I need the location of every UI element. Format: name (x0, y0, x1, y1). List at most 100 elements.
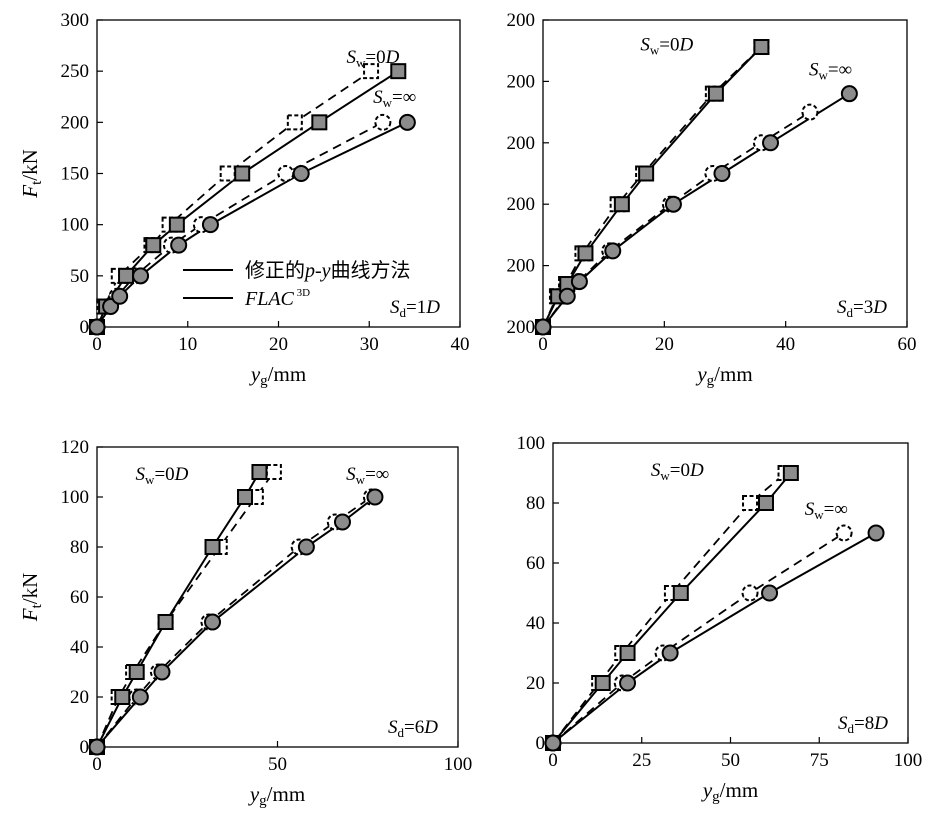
data-point-circle (714, 166, 729, 181)
series-line (97, 472, 260, 747)
data-point-circle (762, 586, 777, 601)
series-annotation: Sw=0D (136, 464, 189, 487)
data-point-square (288, 115, 302, 129)
data-point-square (115, 690, 129, 704)
data-point-square (621, 646, 635, 660)
data-point-circle (154, 665, 169, 680)
data-point-circle (400, 115, 415, 130)
y-tick-label: 80 (70, 537, 89, 558)
y-axis-title: Ft/kN (18, 573, 45, 623)
data-point-square (159, 615, 173, 629)
series-annotation: Sw=0D (651, 460, 704, 483)
y-tick-label: 200 (507, 133, 536, 154)
plot-frame (553, 443, 908, 743)
y-tick-label: 60 (526, 553, 545, 574)
legend: 修正的p-y曲线方法 FLAC 3D (183, 259, 411, 310)
x-tick-label: 100 (894, 750, 923, 771)
x-tick-label: 50 (721, 750, 740, 771)
y-tick-label: 50 (70, 266, 89, 287)
x-tick-label: 0 (538, 334, 548, 355)
data-point-circle (335, 515, 350, 530)
data-point-square (615, 197, 629, 211)
series-annotation: Sw=∞ (373, 87, 416, 110)
y-tick-label: 100 (61, 215, 90, 236)
data-point-circle (205, 615, 220, 630)
y-tick-label: 40 (526, 613, 545, 634)
data-point-square (119, 269, 133, 283)
data-point-circle (278, 166, 293, 181)
data-point-circle (837, 526, 852, 541)
y-tick-label: 200 (61, 112, 90, 133)
series-line (553, 533, 844, 743)
y-tick-label: 100 (61, 487, 90, 508)
condition-label: Sd=1D (390, 297, 440, 320)
data-point-square (238, 490, 252, 504)
y-tick-label: 200 (507, 194, 536, 215)
data-point-square (759, 496, 773, 510)
data-point-square (221, 167, 235, 181)
data-point-circle (743, 586, 758, 601)
data-point-square (743, 496, 757, 510)
data-point-circle (546, 736, 561, 751)
chart-panel-d: 0 25 50 75 100020406080100yg/mmSw=0DSw=∞Sd=8… (517, 433, 923, 805)
series-annotation: Sw=0D (640, 35, 693, 58)
x-axis-title: yg/mm (701, 778, 758, 805)
data-point-square (578, 246, 592, 260)
data-point-circle (560, 289, 575, 304)
condition-label: Sd=8D (838, 713, 888, 736)
data-point-circle (802, 105, 817, 120)
x-tick-label: 100 (444, 754, 473, 775)
x-tick-label: 0 (548, 750, 558, 771)
plot-frame (97, 447, 458, 747)
y-tick-label: 200 (507, 317, 536, 338)
data-point-square (784, 466, 798, 480)
y-tick-label: 40 (70, 637, 89, 658)
data-point-square (312, 115, 326, 129)
legend-label: FLAC 3D (244, 287, 310, 310)
y-tick-label: 250 (61, 61, 90, 82)
data-point-circle (367, 490, 382, 505)
y-tick-label: 100 (517, 433, 546, 454)
y-tick-label: 300 (61, 10, 90, 31)
y-tick-label: 120 (61, 437, 90, 458)
series-line (97, 122, 383, 327)
figure: 0 10 20 30 40050100150200250300yg/mmFt/kNSw=… (0, 0, 931, 830)
y-tick-label: 60 (70, 587, 89, 608)
x-tick-label: 20 (269, 334, 288, 355)
y-tick-label: 0 (80, 317, 90, 338)
y-tick-label: 200 (507, 71, 536, 92)
series-line (553, 473, 786, 743)
data-point-circle (299, 540, 314, 555)
data-point-circle (842, 86, 857, 101)
data-point-circle (572, 274, 587, 289)
data-point-square (596, 676, 610, 690)
data-point-circle (536, 320, 551, 335)
series-line (97, 71, 371, 327)
data-point-circle (605, 243, 620, 258)
data-point-square (754, 40, 768, 54)
legend-label: 修正的p-y曲线方法 (245, 259, 411, 282)
y-axis-title: Ft/kN (18, 149, 45, 199)
data-point-circle (112, 289, 127, 304)
data-point-circle (869, 526, 884, 541)
condition-label: Sd=6D (388, 717, 438, 740)
series-line (97, 497, 371, 747)
x-tick-label: 25 (632, 750, 651, 771)
series-annotation: Sw=0D (346, 47, 399, 70)
x-tick-label: 40 (776, 334, 795, 355)
data-point-circle (90, 740, 105, 755)
x-tick-label: 10 (178, 334, 197, 355)
data-point-circle (763, 135, 778, 150)
series-line (543, 94, 849, 327)
data-point-square (267, 465, 281, 479)
data-point-circle (90, 320, 105, 335)
data-point-square (709, 87, 723, 101)
condition-label: Sd=3D (837, 297, 887, 320)
series-annotation: Sw=∞ (346, 464, 389, 487)
data-point-square (639, 167, 653, 181)
data-point-circle (133, 690, 148, 705)
series-annotation: Sw=∞ (809, 59, 852, 82)
data-point-square (206, 540, 220, 554)
y-tick-label: 150 (61, 164, 90, 185)
data-point-square (674, 586, 688, 600)
